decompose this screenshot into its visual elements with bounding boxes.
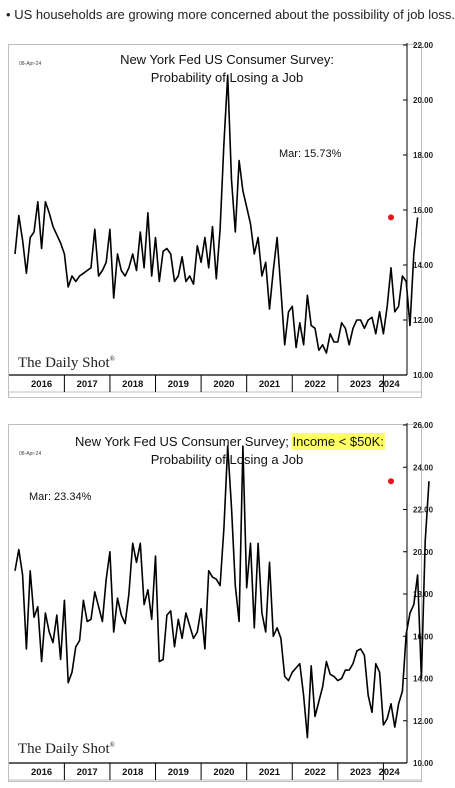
daily-shot-logo: The Daily Shot® [18, 741, 116, 757]
x-tick-label: 2018 [122, 767, 143, 778]
series-line [14, 445, 430, 739]
y-tick-label: 14.00 [413, 261, 434, 270]
x-tick-label: 2020 [213, 379, 234, 390]
headline: • US households are growing more concern… [6, 7, 455, 22]
chart-2: 08-Apr-24 New York Fed US Consumer Surve… [9, 421, 434, 781]
y-tick-label: 20.00 [413, 548, 434, 557]
y-tick-label: 14.00 [413, 675, 434, 684]
chart-annotation: Mar: 23.34% [29, 491, 92, 503]
y-tick-label: 26.00 [413, 421, 434, 430]
y-tick-label: 12.00 [413, 316, 434, 325]
y-tick-label: 20.00 [413, 96, 434, 105]
y-tick-label: 22.00 [413, 41, 434, 50]
y-tick-label: 24.00 [413, 463, 434, 472]
x-tick-label: 2019 [168, 767, 189, 778]
y-tick-label: 18.00 [413, 151, 434, 160]
x-tick-label: 2023 [350, 379, 371, 390]
x-tick-label: 2024 [379, 767, 401, 778]
y-tick-label: 10.00 [413, 371, 434, 380]
y-tick-label: 10.00 [413, 759, 434, 768]
x-tick-label: 2023 [350, 767, 371, 778]
chart-annotation: Mar: 15.73% [279, 148, 342, 160]
y-tick-label: 12.00 [413, 717, 434, 726]
daily-shot-logo: The Daily Shot® [18, 355, 116, 371]
x-tick-label: 2017 [77, 767, 98, 778]
chart-date-stamp: 08-Apr-24 [19, 451, 41, 457]
chart-title-line1: New York Fed US Consumer Survey; Income … [75, 434, 384, 449]
plot-area-2: 10.0012.0014.0016.0018.0020.0022.0024.00… [9, 421, 434, 781]
chart-title-line1: New York Fed US Consumer Survey: [120, 52, 334, 67]
series-line [14, 74, 419, 354]
last-value-marker [388, 478, 394, 485]
chart-1: 08-Apr-24 New York Fed US Consumer Surve… [9, 41, 434, 393]
x-tick-label: 2016 [31, 379, 52, 390]
x-tick-label: 2021 [259, 767, 281, 778]
plot-area-1: 10.00 12.00 14.00 16.00 18.00 20.00 22.00 2016 2… [9, 41, 434, 393]
chart-panel-1: 08-Apr-24 New York Fed US Consumer Surve… [8, 41, 434, 398]
y-tick-label: 22.00 [413, 506, 434, 515]
chart-panel-2: 08-Apr-24 New York Fed US Consumer Surve… [8, 421, 434, 782]
chart-date-stamp: 08-Apr-24 [19, 61, 41, 67]
title-highlight [291, 433, 385, 450]
headline-text: US households are growing more concerned… [14, 7, 455, 22]
last-value-marker [388, 214, 394, 221]
x-tick-label: 2020 [213, 767, 234, 778]
y-tick-label: 16.00 [413, 206, 434, 215]
x-tick-label: 2022 [304, 379, 325, 390]
x-tick-label: 2018 [122, 379, 143, 390]
x-tick-label: 2021 [259, 379, 281, 390]
x-tick-label: 2017 [77, 379, 98, 390]
x-tick-label: 2024 [379, 379, 401, 390]
x-tick-label: 2016 [31, 767, 52, 778]
bullet-icon: • [6, 7, 11, 22]
x-tick-label: 2019 [168, 379, 189, 390]
x-tick-label: 2022 [304, 767, 325, 778]
